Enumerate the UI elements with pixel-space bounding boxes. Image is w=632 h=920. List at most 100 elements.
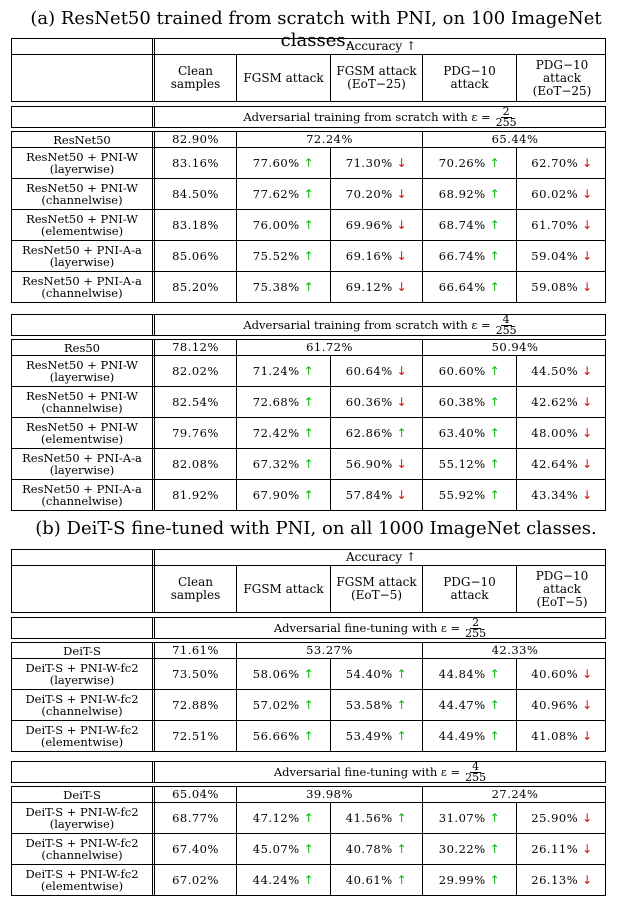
- row-label: ResNet50 + PNI-A-a (channelwise): [12, 480, 152, 510]
- row-label: DeiT-S + PNI-W-fc2 (elementwise): [12, 865, 152, 895]
- clean-value: 65.04%: [152, 787, 236, 802]
- row-label-line1: DeiT-S + PNI-W-fc2: [25, 836, 139, 850]
- row-label-text: ResNet50 + PNI-W (layerwise): [26, 151, 138, 175]
- section-title-empty: [12, 107, 152, 127]
- arrow-down-icon: ↓: [396, 487, 408, 502]
- column-header-label: FGSM attack: [243, 581, 324, 596]
- value-cell: 42.62% ↓: [516, 387, 607, 417]
- header-accuracy-row: Accuracy ↑: [12, 550, 605, 565]
- row-label-line1: ResNet50 + PNI-A-a: [22, 482, 142, 496]
- arrow-down-icon: ↓: [582, 394, 593, 409]
- value-cell: 54.40% ↑: [330, 659, 422, 689]
- value-text: 60.36%: [345, 394, 393, 409]
- value-cell: 76.00% ↑: [236, 210, 330, 240]
- value-cell: 40.78% ↑: [330, 834, 422, 864]
- caption-a: (a) ResNet50 trained from scratch with P…: [30, 8, 602, 51]
- row-label-line2: (layerwise): [49, 463, 115, 477]
- arrow-down-icon: ↓: [582, 279, 593, 294]
- row-label-line1: DeiT-S + PNI-W-fc2: [25, 867, 139, 881]
- value-cell: 63.40% ↑: [422, 418, 516, 448]
- value-cell: 75.38% ↑: [236, 272, 330, 302]
- accuracy-heading: Accuracy ↑: [152, 39, 607, 54]
- arrow-down-icon: ↓: [582, 425, 593, 440]
- arrow-up-icon: ↑: [303, 425, 315, 440]
- baseline-label: DeiT-S: [63, 643, 101, 658]
- value-text: 72.68%: [252, 394, 300, 409]
- value-text: 72.42%: [252, 425, 300, 440]
- arrow-up-icon: ↑: [303, 456, 315, 471]
- row-label-line2: (layerwise): [49, 370, 115, 384]
- value-text: 69.12%: [345, 279, 393, 294]
- row-label-text: ResNet50 + PNI-W (layerwise): [26, 359, 138, 383]
- row-label-line2: (elementwise): [40, 735, 124, 749]
- arrow-down-icon: ↓: [396, 394, 408, 409]
- row-label-line2: (elementwise): [40, 879, 124, 893]
- pgd-value: 50.94%: [422, 340, 607, 355]
- row-label-line1: DeiT-S + PNI-W-fc2: [25, 805, 139, 819]
- section-title-cell: Adversarial training from scratch with ε…: [152, 106, 607, 128]
- column-header: FGSM attack: [236, 566, 330, 612]
- value-cell: 40.60% ↓: [516, 659, 607, 689]
- caption-b: (b) DeiT-S fine-tuned with PNI, on all 1…: [35, 518, 597, 539]
- row-label: ResNet50 + PNI-W (elementwise): [12, 418, 152, 448]
- table-row: DeiT-S + PNI-W-fc2 (elementwise) 72.51% 56.…: [12, 720, 605, 751]
- value-text: 72.51%: [172, 728, 219, 743]
- value-text: 78.12%: [172, 340, 219, 354]
- value-cell: 71.24% ↑: [236, 356, 330, 386]
- column-header: PDG−10 attack: [422, 55, 516, 101]
- value-text: 68.77%: [172, 810, 219, 825]
- arrow-down-icon: ↓: [396, 456, 408, 471]
- value-text: 53.49%: [345, 728, 393, 743]
- value-text: 41.08%: [531, 728, 579, 743]
- value-text: 66.74%: [438, 248, 486, 263]
- section-title: Adversarial training from scratch with ε…: [11, 314, 606, 336]
- value-text: 47.12%: [252, 810, 300, 825]
- value-cell: 42.64% ↓: [516, 449, 607, 479]
- value-cell: 26.11% ↓: [516, 834, 607, 864]
- value-cell: 72.68% ↑: [236, 387, 330, 417]
- table-row: ResNet50 + PNI-W (elementwise) 79.76% 72.42…: [12, 417, 605, 448]
- row-label-line1: ResNet50 + PNI-W: [26, 420, 138, 434]
- value-cell: 56.66% ↑: [236, 721, 330, 751]
- section-title-text: Adversarial fine-tuning with ε =: [273, 620, 461, 635]
- value-cell: 85.20%: [152, 272, 236, 302]
- value-cell: 58.06% ↑: [236, 659, 330, 689]
- arrow-up-icon: ↑: [396, 810, 408, 825]
- table-row: ResNet50 + PNI-A-a (layerwise) 82.08% 67.32…: [12, 448, 605, 479]
- fgsm-value: 61.72%: [236, 340, 422, 355]
- arrow-up-icon: ↑: [489, 841, 501, 856]
- header-columns-row: Clean samples FGSM attack FGSM attack (EoT…: [12, 54, 605, 101]
- value-cell: 53.58% ↑: [330, 690, 422, 720]
- column-header-label: PDG−10 attack (EoT−5): [535, 568, 589, 609]
- row-label-line1: DeiT-S + PNI-W-fc2: [25, 692, 139, 706]
- value-text: 44.47%: [438, 697, 486, 712]
- header-empty: [12, 550, 152, 565]
- arrow-down-icon: ↓: [582, 728, 593, 743]
- row-label-text: ResNet50 + PNI-W (elementwise): [26, 421, 138, 445]
- value-cell: 69.12% ↓: [330, 272, 422, 302]
- value-text: 54.40%: [345, 666, 393, 681]
- row-label-line2: (channelwise): [41, 848, 123, 862]
- row-label-line1: ResNet50 + PNI-W: [26, 181, 138, 195]
- fgsm-value: 39.98%: [236, 787, 422, 802]
- value-text: 65.44%: [491, 132, 539, 146]
- value-text: 48.00%: [531, 425, 579, 440]
- value-cell: 62.86% ↑: [330, 418, 422, 448]
- value-text: 40.96%: [531, 697, 579, 712]
- arrow-up-icon: ↑: [489, 697, 501, 712]
- arrow-up-icon: ↑: [303, 155, 315, 170]
- arrow-up-icon: ↑: [489, 363, 501, 378]
- value-cell: 44.24% ↑: [236, 865, 330, 895]
- value-text: 44.49%: [438, 728, 486, 743]
- value-cell: 83.18%: [152, 210, 236, 240]
- value-text: 82.08%: [172, 456, 219, 471]
- arrow-up-icon: ↑: [489, 487, 501, 502]
- value-cell: 29.99% ↑: [422, 865, 516, 895]
- row-label-line1: ResNet50 + PNI-W: [26, 358, 138, 372]
- value-text: 58.06%: [252, 666, 300, 681]
- value-text: 67.02%: [172, 872, 219, 887]
- value-cell: 41.56% ↑: [330, 803, 422, 833]
- value-text: 79.76%: [172, 425, 219, 440]
- column-header-label: PDG−10 attack: [443, 64, 496, 91]
- value-text: 60.02%: [531, 186, 579, 201]
